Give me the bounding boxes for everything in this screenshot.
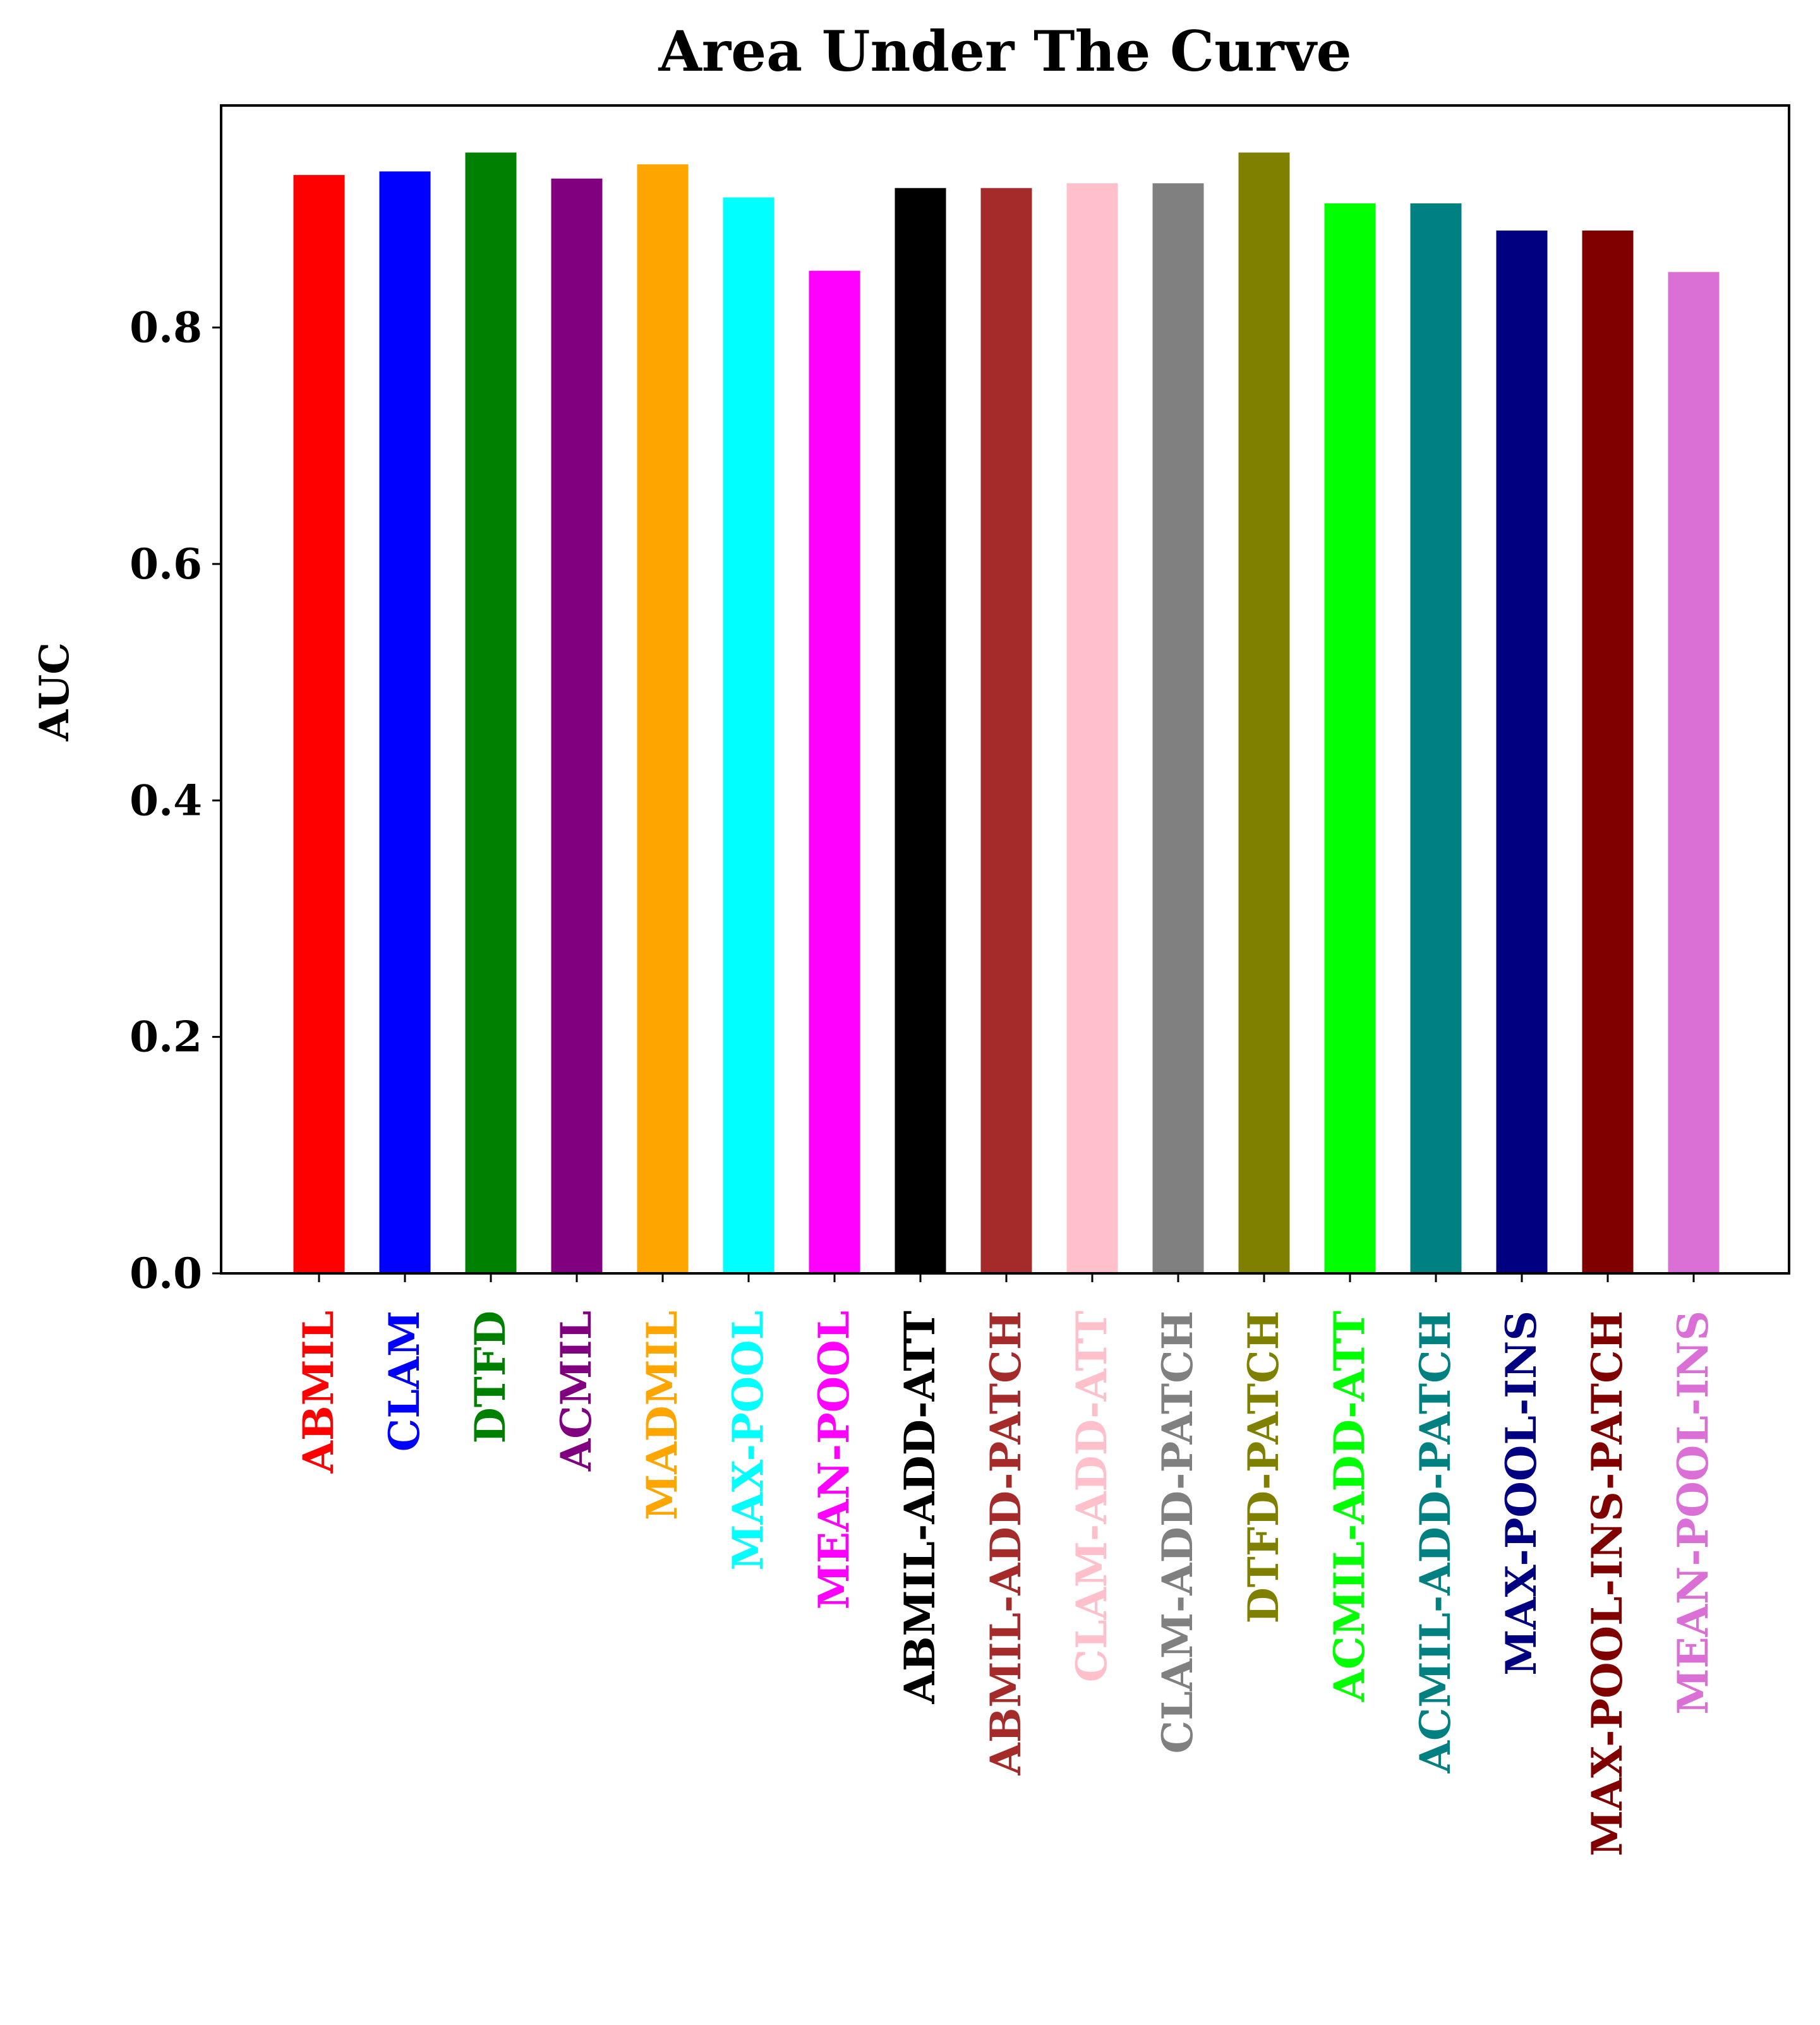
x-tick-label-max-pool: MAX-POOL xyxy=(723,1311,773,1571)
bar-dtfd xyxy=(465,152,517,1273)
x-tick-label-clam: CLAM xyxy=(380,1311,429,1451)
bar-mean-pool-ins xyxy=(1668,272,1720,1274)
bar-max-pool-ins xyxy=(1496,231,1548,1273)
y-tick-label: 0.0 xyxy=(130,1249,202,1298)
x-tick-label-acmil-add-patch: ACMIL-ADD-PATCH xyxy=(1411,1311,1460,1774)
bar-acmil xyxy=(551,178,603,1274)
y-tick-label: 0.8 xyxy=(130,303,202,352)
x-tick-label-max-pool-ins: MAX-POOL-INS xyxy=(1497,1311,1546,1676)
x-tick-label-abmil-add-patch: ABMIL-ADD-PATCH xyxy=(981,1311,1030,1776)
chart-title: Area Under The Curve xyxy=(658,18,1351,84)
x-tick-label-abmil-add-att: ABMIL-ADD-ATT xyxy=(895,1311,944,1705)
x-tick-label-dtfd-patch: DTFD-PATCH xyxy=(1239,1311,1288,1623)
y-tick-label: 0.2 xyxy=(130,1012,202,1062)
bar-mean-pool xyxy=(809,270,860,1274)
x-tick-label-acmil-add-att: ACMIL-ADD-ATT xyxy=(1325,1311,1374,1702)
bar-dtfd-patch xyxy=(1238,152,1290,1273)
bar-abmil-add-patch xyxy=(980,188,1032,1274)
x-tick-label-acmil: ACMIL xyxy=(551,1311,601,1472)
x-tick-label-mean-pool: MEAN-POOL xyxy=(809,1311,859,1609)
y-axis-ticks: 0.0 0.2 0.4 0.6 0.8 xyxy=(130,303,221,1298)
bar-acmil-add-patch xyxy=(1410,203,1462,1273)
bar-abmil-add-att xyxy=(895,188,946,1274)
x-tick-label-clam-add-att: CLAM-ADD-ATT xyxy=(1067,1311,1116,1682)
x-tick-label-madmil: MADMIL xyxy=(637,1311,687,1520)
x-tick-label-dtfd: DTFD xyxy=(466,1311,515,1443)
bar-madmil xyxy=(637,164,689,1274)
bar-clam xyxy=(379,171,431,1273)
x-tick-label-max-pool-ins-patch: MAX-POOL-INS-PATCH xyxy=(1582,1311,1632,1856)
plot-frame xyxy=(220,104,1790,1275)
x-tick-label-abmil: ABMIL xyxy=(294,1311,343,1474)
bars-group xyxy=(293,152,1720,1274)
bar-max-pool xyxy=(723,197,774,1274)
bar-acmil-add-att xyxy=(1324,203,1376,1273)
bar-max-pool-ins-patch xyxy=(1582,231,1634,1273)
bar-clam-add-patch xyxy=(1152,183,1204,1274)
y-axis-label: AUC xyxy=(31,642,78,742)
x-tick-label-clam-add-patch: CLAM-ADD-PATCH xyxy=(1153,1311,1202,1753)
bar-clam-add-att xyxy=(1066,183,1118,1274)
x-tick-label-mean-pool-ins: MEAN-POOL-INS xyxy=(1668,1311,1718,1715)
x-axis-ticks: ABMIL CLAM DTFD ACMIL MADMIL MAX-POOL MEAN-POO… xyxy=(294,1273,1718,1856)
y-tick-label: 0.6 xyxy=(130,539,202,589)
y-tick-label: 0.4 xyxy=(130,776,202,825)
bar-abmil xyxy=(293,175,345,1274)
